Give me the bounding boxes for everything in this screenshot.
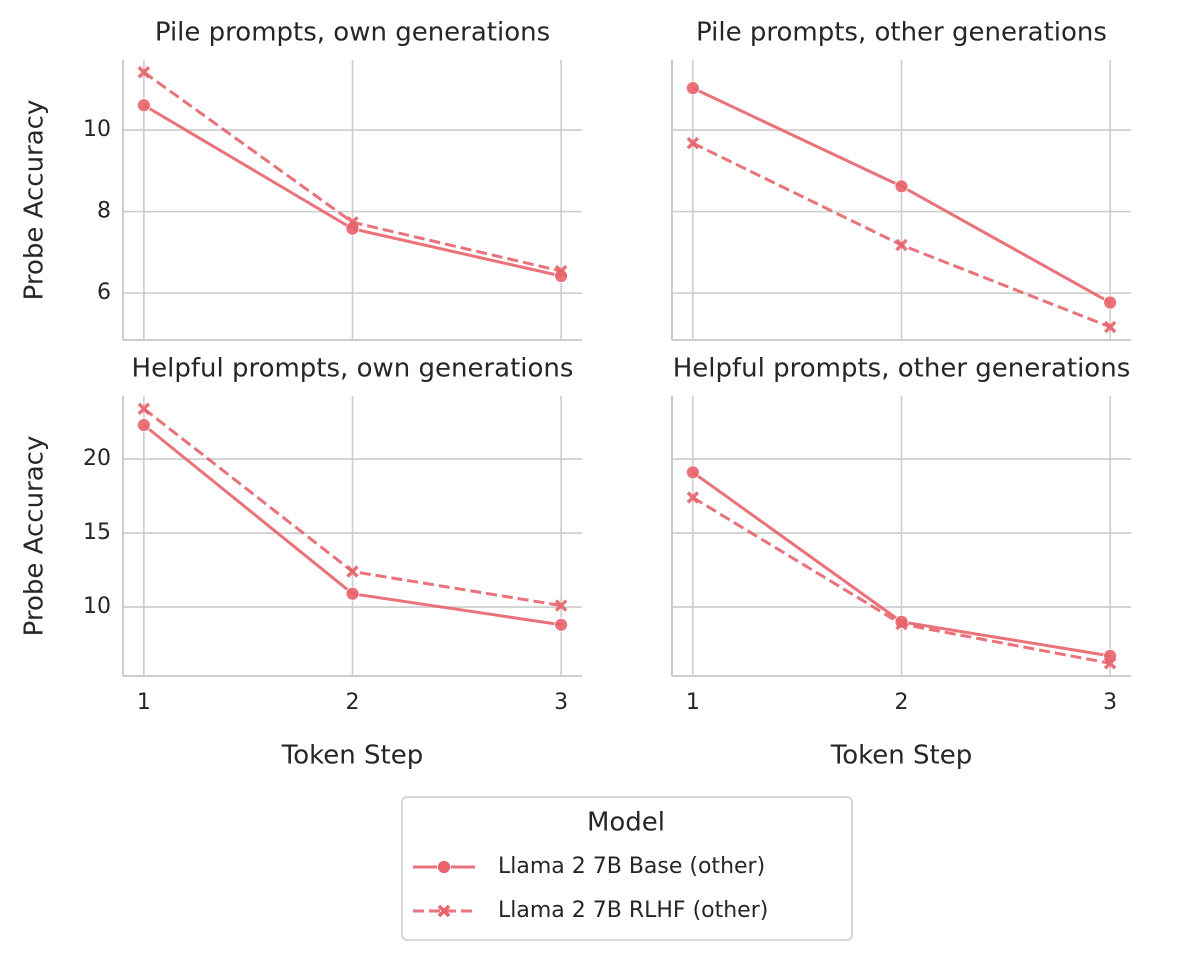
y-tick-label: 20	[83, 446, 111, 471]
point	[137, 402, 151, 415]
point	[686, 136, 700, 150]
point	[554, 617, 569, 632]
subplot-title: Pile prompts, own generations	[155, 18, 550, 48]
y-tick-label: 6	[97, 280, 111, 305]
y-tick-label: 15	[83, 520, 111, 545]
x-axis-label: Token Step	[281, 741, 423, 771]
point	[554, 599, 568, 612]
y-axis-label: Probe Accuracy	[20, 436, 50, 637]
point	[1103, 295, 1118, 310]
point	[136, 418, 151, 432]
point	[894, 179, 909, 194]
point	[1103, 320, 1117, 334]
legend-label: Llama 2 7B RLHF (other)	[498, 898, 768, 923]
x-tick-label: 2	[346, 690, 360, 715]
point	[895, 617, 908, 631]
y-tick-label: 10	[83, 117, 111, 142]
y-axis-label: Probe Accuracy	[20, 100, 50, 301]
x-axis-label: Token Step	[830, 741, 972, 771]
legend-marker	[437, 860, 451, 874]
point	[554, 264, 568, 278]
subplot-title: Helpful prompts, other generations	[673, 354, 1131, 384]
x-tick-label: 2	[895, 690, 909, 715]
y-tick-label: 10	[83, 594, 111, 619]
point	[346, 215, 359, 229]
point	[685, 81, 700, 96]
x-tick-label: 3	[1103, 690, 1117, 715]
point	[345, 586, 360, 601]
legend-title: Model	[587, 808, 665, 838]
x-tick-label: 3	[554, 690, 568, 715]
point	[136, 98, 151, 113]
point	[686, 491, 700, 504]
point	[346, 565, 359, 578]
point	[685, 465, 700, 480]
legend-box	[401, 796, 853, 941]
point	[1103, 657, 1117, 670]
y-tick-label: 8	[97, 199, 111, 224]
legend-label: Llama 2 7B Base (other)	[498, 854, 765, 879]
point	[895, 238, 908, 252]
legend-marker	[437, 904, 451, 918]
x-tick-label: 1	[137, 690, 151, 715]
subplot-title: Pile prompts, other generations	[696, 18, 1107, 48]
subplot-title: Helpful prompts, own generations	[132, 354, 574, 384]
point	[137, 65, 151, 79]
x-tick-label: 1	[686, 690, 700, 715]
